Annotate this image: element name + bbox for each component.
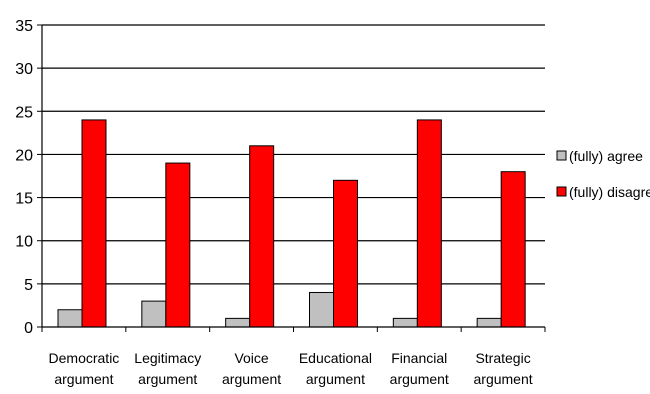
x-category-label: argument xyxy=(222,371,281,387)
bars xyxy=(57,119,526,328)
x-category-label: argument xyxy=(54,371,113,387)
gridlines xyxy=(42,24,545,285)
x-category-label: Educational xyxy=(299,350,372,366)
y-tick-label: 35 xyxy=(15,18,33,35)
legend-swatch xyxy=(556,150,567,161)
bar-disagree xyxy=(500,171,526,328)
x-category-label: Financial xyxy=(391,350,447,366)
y-tick-label: 25 xyxy=(15,104,33,121)
y-tick-label: 15 xyxy=(15,191,33,208)
legend-label: (fully) disagree xyxy=(569,184,650,200)
x-category-label: Legitimacy xyxy=(134,350,201,366)
y-axis-ticks: 0 5 10 15 20 25 30 35 xyxy=(15,18,42,337)
y-tick-label: 30 xyxy=(15,61,33,78)
bar-disagree xyxy=(333,179,358,328)
bar-agree xyxy=(225,317,251,328)
bar-agree xyxy=(392,317,418,328)
axes xyxy=(41,25,546,332)
y-tick-label: 20 xyxy=(15,147,33,164)
legend: (fully) agree (fully) disagree xyxy=(556,148,650,200)
x-category-label: Voice xyxy=(234,350,268,366)
bar-disagree xyxy=(249,145,275,328)
y-tick-label: 10 xyxy=(15,234,33,251)
bar-disagree xyxy=(81,119,107,328)
bar-agree xyxy=(57,309,83,328)
bar-disagree xyxy=(165,162,191,328)
x-category-label: argument xyxy=(138,371,197,387)
legend-label: (fully) agree xyxy=(569,148,643,164)
y-tick-label: 0 xyxy=(24,320,33,337)
bar-agree xyxy=(141,300,167,328)
legend-swatch xyxy=(556,186,567,197)
x-category-label: Democratic xyxy=(49,350,120,366)
bar-agree xyxy=(476,317,502,328)
x-category-label: argument xyxy=(474,371,533,387)
x-category-label: argument xyxy=(306,371,365,387)
bar-agree xyxy=(309,291,334,328)
x-axis-labels: Democratic argument Legitimacy argument Voic… xyxy=(49,350,533,387)
y-tick-label: 5 xyxy=(24,277,33,294)
x-category-label: Strategic xyxy=(475,350,530,366)
x-category-label: argument xyxy=(390,371,449,387)
bar-disagree xyxy=(416,119,442,328)
